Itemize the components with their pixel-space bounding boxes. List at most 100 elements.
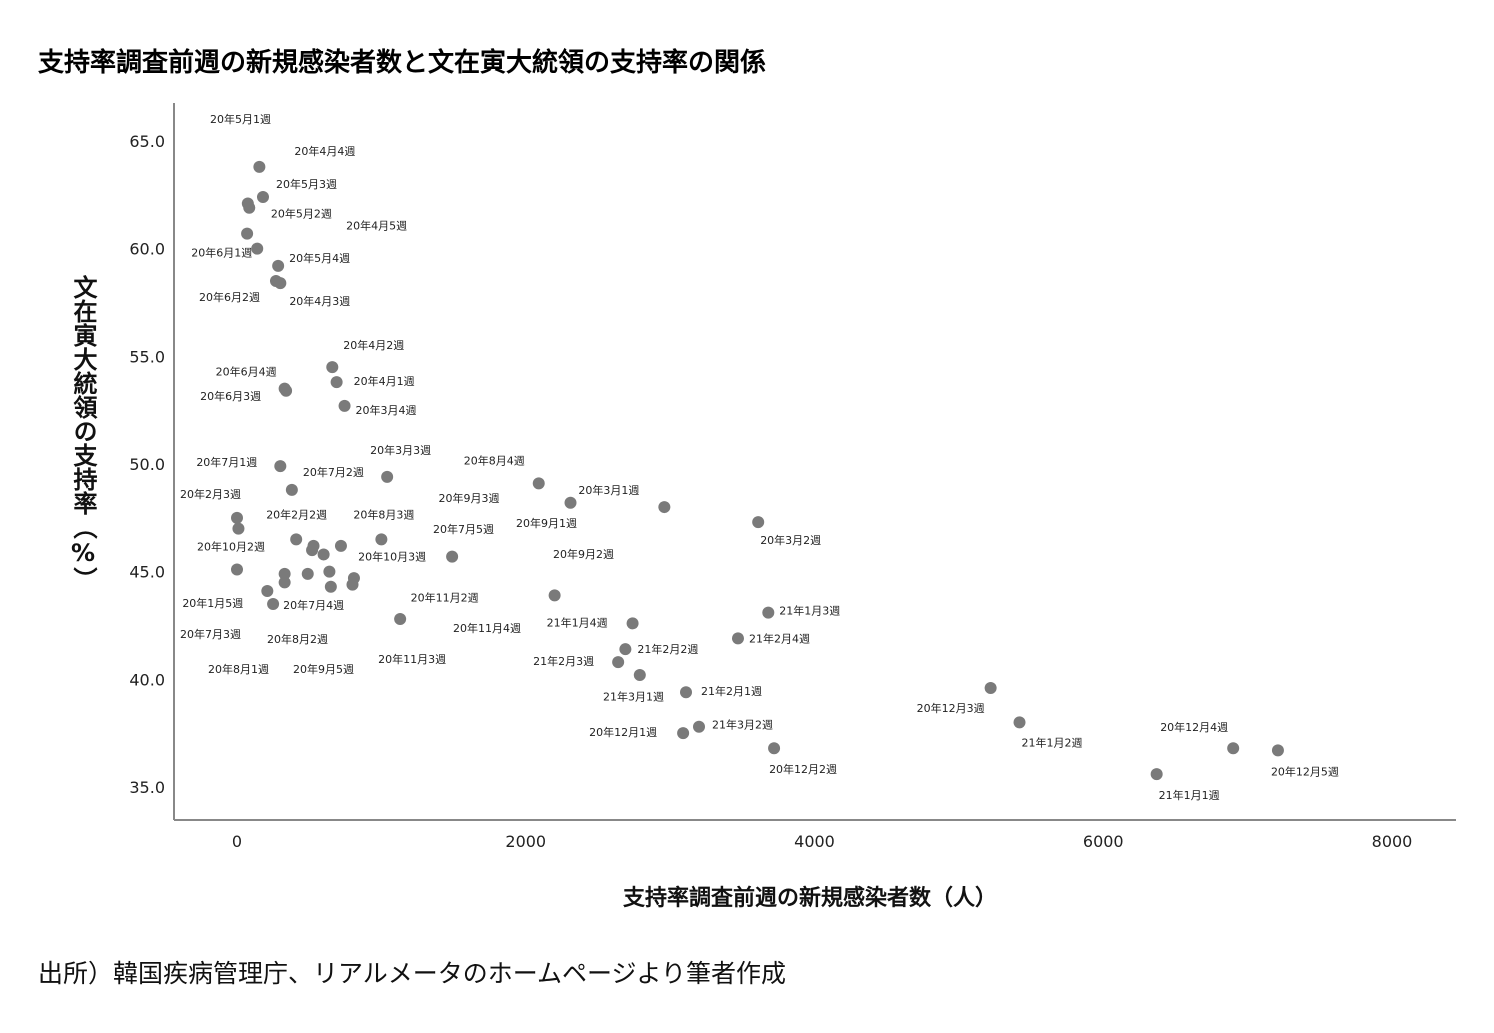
point-label: 20年7月1週 xyxy=(196,455,257,469)
data-point xyxy=(1227,742,1240,755)
point-label: 20年8月2週 xyxy=(267,632,328,646)
data-point xyxy=(375,533,388,546)
data-point xyxy=(731,632,744,645)
data-point xyxy=(317,548,330,561)
point-label: 20年7月2週 xyxy=(303,465,364,479)
point-label: 20年10月2週 xyxy=(197,540,265,554)
data-point xyxy=(394,613,407,626)
point-label: 20年9月1週 xyxy=(516,516,577,530)
data-point xyxy=(306,544,319,557)
point-label: 20年8月1週 xyxy=(208,662,269,676)
point-label: 20年6月3週 xyxy=(200,389,261,403)
data-point xyxy=(612,656,625,669)
data-point xyxy=(564,496,577,509)
data-point xyxy=(381,470,394,483)
point-label: 20年12月2週 xyxy=(769,762,837,776)
x-axis-label: 支持率調査前週の新規感染者数（人） xyxy=(622,886,997,911)
y-tick-label: 65.0 xyxy=(129,132,165,151)
point-label: 21年3月1週 xyxy=(603,689,664,703)
data-point xyxy=(272,259,285,272)
y-tick-label: 40.0 xyxy=(129,670,165,689)
point-label: 20年4月5週 xyxy=(346,219,407,233)
data-point xyxy=(269,274,282,287)
data-point xyxy=(768,742,781,755)
data-point xyxy=(256,190,269,203)
point-label: 20年3月1週 xyxy=(578,483,639,497)
data-point xyxy=(658,501,671,514)
point-label: 20年7月3週 xyxy=(180,627,241,641)
data-point xyxy=(253,160,266,173)
y-tick-label: 45.0 xyxy=(129,563,165,582)
point-label: 20年5月2週 xyxy=(271,206,332,220)
data-point xyxy=(338,399,351,412)
data-point xyxy=(285,483,298,496)
point-label: 21年3月2週 xyxy=(712,718,773,732)
data-point xyxy=(1013,716,1026,729)
data-point xyxy=(1150,768,1163,781)
point-label: 20年9月2週 xyxy=(553,547,614,561)
point-label: 20年4月2週 xyxy=(343,338,404,352)
data-point xyxy=(267,597,280,610)
data-point xyxy=(762,606,775,619)
data-point xyxy=(334,539,347,552)
data-point xyxy=(532,477,545,490)
data-point xyxy=(326,361,339,374)
y-tick-label: 50.0 xyxy=(129,455,165,474)
point-label: 20年12月3週 xyxy=(917,701,985,715)
data-point xyxy=(330,376,343,389)
data-point xyxy=(680,686,693,699)
chart-title: 支持率調査前週の新規感染者数と文在寅大統領の支持率の関係 xyxy=(38,48,767,78)
x-tick-label: 6000 xyxy=(1083,832,1124,851)
point-label: 20年2月3週 xyxy=(180,487,241,501)
point-label: 20年9月3週 xyxy=(439,491,500,505)
data-point xyxy=(231,511,243,524)
data-points xyxy=(231,160,1284,781)
data-point xyxy=(324,580,337,593)
x-tick-label: 2000 xyxy=(505,832,546,851)
point-label: 20年9月5週 xyxy=(293,662,354,676)
point-label: 20年12月5週 xyxy=(1271,764,1339,778)
y-tick-label: 55.0 xyxy=(129,347,165,366)
point-label: 21年2月3週 xyxy=(533,654,594,668)
point-label: 21年1月2週 xyxy=(1022,735,1083,749)
y-axis-label: 文在寅大統領の支持率（%） xyxy=(69,275,97,591)
point-label: 20年7月4週 xyxy=(283,598,344,612)
point-label: 21年2月1週 xyxy=(701,684,762,698)
data-point xyxy=(677,727,690,740)
y-tick-label: 35.0 xyxy=(129,778,165,797)
y-tick-labels: 35.0 40.0 45.0 50.0 55.0 60.0 65.0 xyxy=(129,132,165,797)
y-tick-label: 60.0 xyxy=(129,240,165,259)
point-label: 20年2月2週 xyxy=(266,507,327,521)
axes xyxy=(173,103,1456,821)
point-label: 20年8月3週 xyxy=(353,507,414,521)
point-label: 20年7月5週 xyxy=(433,522,494,536)
point-label: 20年11月3週 xyxy=(378,652,446,666)
point-label: 20年6月4週 xyxy=(216,365,277,379)
data-point xyxy=(446,550,459,563)
point-label: 20年4月4週 xyxy=(294,144,355,158)
data-point xyxy=(278,567,291,580)
point-label: 20年8月4週 xyxy=(464,453,525,467)
point-label: 20年3月3週 xyxy=(370,443,431,457)
data-point xyxy=(241,227,254,240)
point-label: 20年11月4週 xyxy=(453,621,521,635)
point-label: 20年4月1週 xyxy=(354,374,415,388)
point-label: 20年12月4週 xyxy=(1160,720,1228,734)
x-tick-label: 4000 xyxy=(794,832,835,851)
data-point xyxy=(261,585,274,598)
data-point xyxy=(1271,744,1284,757)
point-label: 20年5月1週 xyxy=(210,112,271,126)
data-point xyxy=(251,242,264,255)
point-label: 20年3月2週 xyxy=(760,533,821,547)
point-label: 20年11月2週 xyxy=(411,590,479,604)
point-label: 20年10月3週 xyxy=(358,550,426,564)
data-point xyxy=(693,720,705,733)
point-label: 20年6月1週 xyxy=(191,246,252,260)
data-point xyxy=(752,516,765,529)
point-label: 21年1月3週 xyxy=(779,604,840,618)
point-label: 20年12月1週 xyxy=(589,725,657,739)
point-label: 20年1月5週 xyxy=(182,596,243,610)
data-point xyxy=(280,384,293,397)
point-label: 21年2月4週 xyxy=(749,631,810,645)
